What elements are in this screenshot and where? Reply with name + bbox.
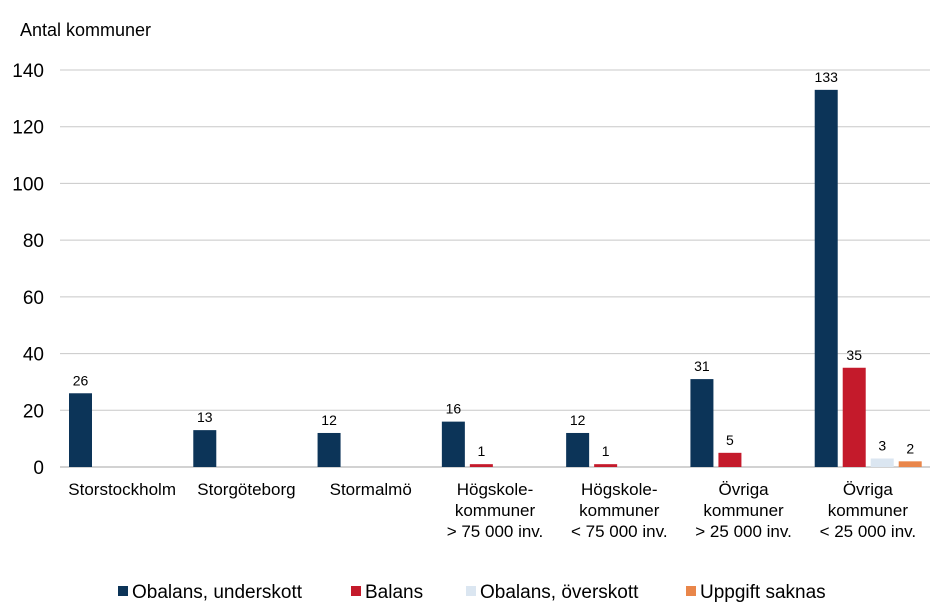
bar [469,464,493,467]
y-tick-label: 120 [12,118,44,139]
data-label: 13 [197,409,213,425]
bar [566,432,590,467]
bar [870,458,894,467]
bar [718,452,742,467]
category-label: kommuner [579,501,660,520]
y-tick-label: 60 [23,288,44,309]
category-label: > 75 000 inv. [447,522,544,541]
category-label: > 25 000 inv. [695,522,792,541]
category-label: Storgöteborg [197,480,295,499]
legend-label: Uppgift saknas [700,582,826,603]
bar [193,430,217,467]
data-label: 16 [446,401,462,417]
data-label: 35 [846,347,862,363]
category-label: Övriga [843,480,894,499]
y-tick-label: 0 [33,458,44,479]
legend-swatch [351,586,361,596]
data-label: 1 [602,443,610,459]
bar [594,464,618,467]
bar [69,393,92,467]
data-labels: 26 13 12 16 1 12 1 31 5 133 35 3 2 [73,69,915,459]
y-tick-label: 80 [23,231,44,252]
category-label: Övriga [719,480,770,499]
category-label: Storstockholm [68,480,176,499]
legend: Obalans, underskott Balans Obalans, översk… [118,582,826,603]
legend-swatch [118,586,128,596]
bar [842,367,866,467]
legend-swatch [466,586,476,596]
data-label: 12 [321,412,337,428]
category-label: kommuner [703,501,784,520]
y-axis-ticks: 0 20 40 60 80 100 120 140 [12,61,44,479]
category-label: Stormalmö [330,480,412,499]
category-label: kommuner [455,501,536,520]
y-axis-title: Antal kommuner [20,20,151,40]
legend-label: Obalans, överskott [480,582,639,603]
y-tick-label: 100 [12,174,44,195]
category-label: Högskole- [457,480,534,499]
data-label: 133 [815,69,839,85]
bar [814,89,838,467]
category-label: < 25 000 inv. [820,522,917,541]
legend-label: Obalans, underskott [132,582,303,603]
category-label: kommuner [828,501,909,520]
category-labels: Storstockholm Storgöteborg Stormalmö Högsko… [68,480,916,541]
bar [898,461,922,467]
data-label: 2 [906,440,914,456]
y-tick-label: 140 [12,61,44,82]
data-label: 3 [878,437,886,453]
data-label: 5 [726,432,734,448]
y-tick-label: 20 [23,401,44,422]
category-label: Högskole- [581,480,658,499]
data-label: 12 [570,412,586,428]
data-label: 1 [477,443,485,459]
y-tick-label: 40 [23,345,44,366]
data-label: 26 [73,372,89,388]
bars [69,89,922,467]
bar [317,432,341,467]
gridlines [60,69,930,468]
legend-label: Balans [365,582,423,603]
bar [441,421,465,467]
legend-swatch [686,586,696,596]
category-label: < 75 000 inv. [571,522,668,541]
data-label: 31 [694,358,710,374]
bar [690,379,714,467]
